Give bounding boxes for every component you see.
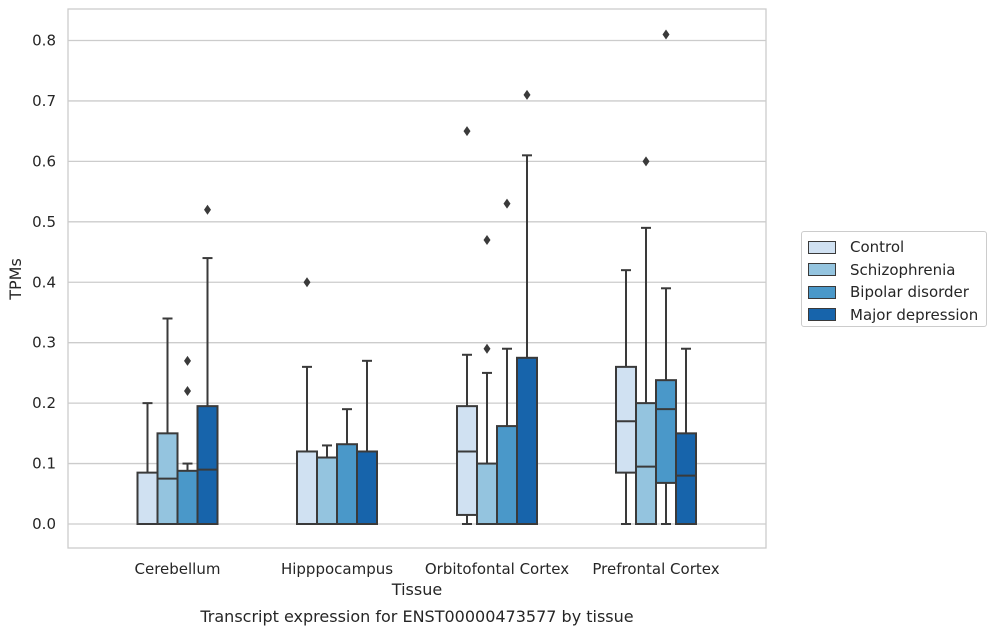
box-body bbox=[336, 443, 358, 525]
outlier-point bbox=[303, 277, 311, 288]
box-major-depression bbox=[675, 347, 697, 525]
box-body bbox=[516, 356, 538, 525]
outlier-point bbox=[642, 156, 650, 167]
outlier-point bbox=[184, 386, 191, 397]
outlier-point bbox=[483, 343, 491, 354]
x-tick-label: Hipppocampus bbox=[281, 560, 393, 578]
y-tick-label: 0.2 bbox=[32, 394, 56, 412]
y-tick-label: 0.3 bbox=[32, 334, 56, 352]
y-axis-label: TPMs bbox=[6, 258, 25, 301]
outlier-point bbox=[483, 234, 491, 245]
box-bipolar-disorder bbox=[336, 408, 358, 525]
y-tick-label: 0.0 bbox=[32, 515, 56, 533]
legend-swatch-schizophrenia bbox=[808, 263, 836, 277]
box-body bbox=[496, 425, 518, 525]
box-bipolar-disorder bbox=[176, 355, 199, 526]
box-schizophrenia bbox=[316, 444, 338, 525]
box-major-depression bbox=[356, 359, 378, 526]
box-bipolar-disorder bbox=[496, 198, 518, 525]
box-body bbox=[456, 405, 478, 516]
outlier-point bbox=[184, 355, 191, 366]
box-control bbox=[456, 126, 478, 525]
plot-frame bbox=[67, 8, 767, 549]
legend-item-bipolar-disorder: Bipolar disorder bbox=[808, 281, 986, 304]
box-body bbox=[296, 450, 318, 526]
box-schizophrenia bbox=[156, 317, 179, 525]
y-tick-label: 0.1 bbox=[32, 455, 56, 473]
x-tick-label: Orbitofontal Cortex bbox=[425, 560, 569, 578]
outlier-point bbox=[662, 29, 670, 40]
box-schizophrenia bbox=[476, 234, 498, 525]
y-tick-label: 0.4 bbox=[32, 273, 56, 291]
y-tick-label: 0.5 bbox=[32, 213, 56, 231]
x-tick-labels: Cerebellum Hipppocampus Orbitofontal Corte… bbox=[135, 560, 720, 578]
box-body bbox=[675, 432, 697, 525]
legend-label-bipolar-disorder: Bipolar disorder bbox=[850, 283, 969, 302]
box-body bbox=[316, 456, 338, 525]
box-body bbox=[635, 402, 657, 525]
legend-swatch-control bbox=[808, 240, 836, 254]
outlier-point bbox=[204, 204, 211, 215]
box-control bbox=[136, 402, 159, 525]
box-body bbox=[196, 405, 219, 526]
box-body bbox=[655, 379, 677, 484]
box-control bbox=[615, 269, 637, 525]
box-body bbox=[136, 471, 159, 525]
outlier-point bbox=[503, 198, 511, 209]
box-body bbox=[176, 469, 199, 526]
legend: Control Schizophrenia Bipolar disorder M… bbox=[801, 231, 987, 327]
box-series bbox=[136, 29, 697, 526]
x-axis-label: Tissue bbox=[391, 580, 442, 599]
box-schizophrenia bbox=[635, 156, 657, 525]
y-tick-label: 0.8 bbox=[32, 32, 56, 50]
legend-item-major-depression: Major depression bbox=[808, 304, 986, 327]
legend-label-major-depression: Major depression bbox=[850, 305, 979, 324]
box-major-depression bbox=[516, 89, 538, 525]
box-body bbox=[615, 365, 637, 474]
legend-swatch-bipolar-disorder bbox=[808, 285, 836, 299]
box-bipolar-disorder bbox=[655, 29, 677, 525]
x-tick-label: Cerebellum bbox=[135, 560, 221, 578]
legend-item-schizophrenia: Schizophrenia bbox=[808, 259, 986, 282]
box-body bbox=[356, 450, 378, 526]
outlier-point bbox=[523, 89, 531, 100]
y-tick-label: 0.6 bbox=[32, 152, 56, 170]
box-major-depression bbox=[196, 204, 219, 526]
legend-label-schizophrenia: Schizophrenia bbox=[850, 260, 956, 279]
chart-caption: Transcript expression for ENST0000047357… bbox=[199, 607, 633, 626]
y-tick-labels: 0.0 0.1 0.2 0.3 0.4 0.5 0.6 0.7 0.8 bbox=[32, 32, 56, 534]
box-control bbox=[296, 277, 318, 526]
y-tick-label: 0.7 bbox=[32, 92, 56, 110]
box-body bbox=[476, 462, 498, 525]
legend-item-control: Control bbox=[808, 236, 986, 259]
x-tick-label: Prefrontal Cortex bbox=[592, 560, 719, 578]
legend-label-control: Control bbox=[850, 238, 905, 257]
outlier-point bbox=[463, 126, 471, 137]
legend-swatch-major-depression bbox=[808, 308, 836, 322]
